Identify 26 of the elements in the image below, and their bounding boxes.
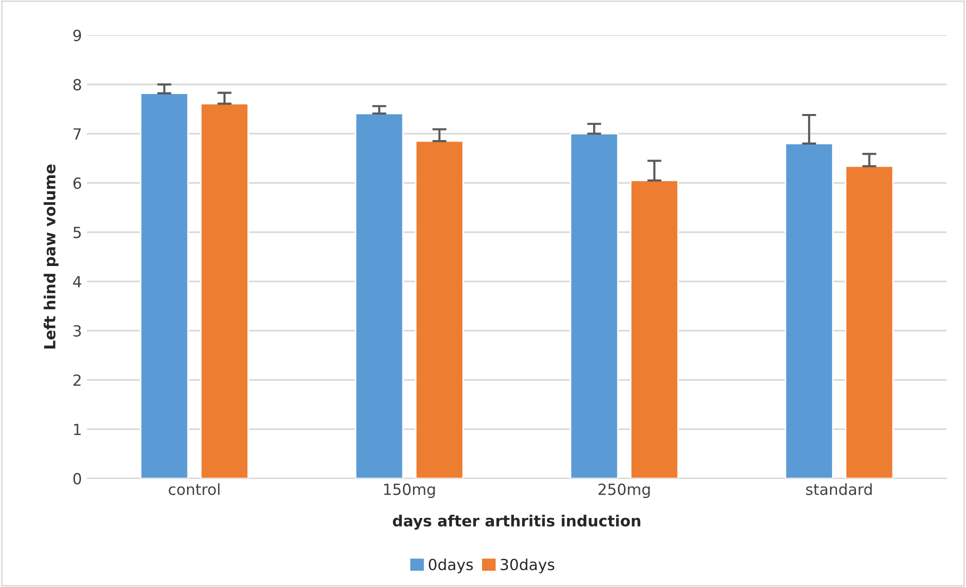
bar (844, 166, 894, 478)
x-tick-label: standard (806, 483, 872, 496)
y-tick-label: 2 (73, 374, 81, 386)
y-tick-label: 3 (74, 325, 81, 337)
bar (784, 142, 834, 478)
legend-label: 0days (428, 558, 473, 574)
y-tick-label: 9 (73, 30, 82, 42)
bar (570, 133, 619, 478)
x-tick-label: 250mg (598, 484, 650, 498)
x-axis-title: days after arthritis induction (392, 514, 640, 530)
y-tick-label: 1 (74, 424, 81, 435)
x-tick-label: control (168, 483, 220, 496)
bar (630, 180, 679, 478)
bar (354, 112, 404, 478)
y-tick-label: 0 (73, 472, 82, 484)
y-tick-label: 7 (74, 128, 81, 140)
y-tick-label: 6 (73, 177, 82, 189)
bar (415, 140, 464, 478)
legend-label: 30days (500, 558, 554, 574)
y-tick-label: 4 (73, 276, 82, 288)
y-tick-label: 8 (73, 78, 82, 90)
bar (200, 102, 249, 478)
y-tick-label: 5 (74, 226, 81, 238)
x-tick-label: 150mg (384, 484, 435, 498)
y-axis-title: Left hind paw volume (44, 164, 58, 348)
bar (140, 92, 189, 478)
